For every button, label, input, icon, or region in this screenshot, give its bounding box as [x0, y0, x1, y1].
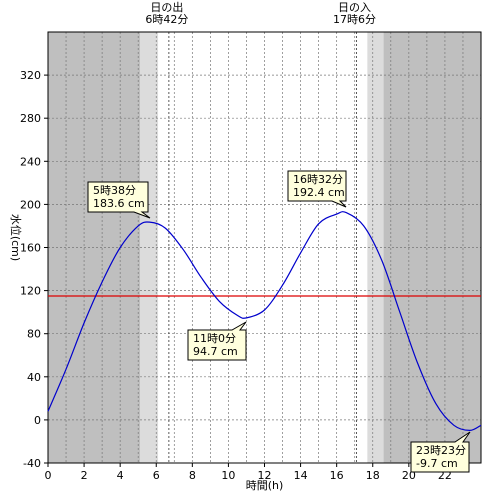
y-tick-label: -40	[23, 457, 41, 470]
sunrise-label: 日の出	[150, 0, 183, 14]
x-tick-label: 2	[81, 469, 88, 482]
callout-high-2: 16時32分 192.4 cm	[287, 170, 347, 208]
callout-value: 192.4 cm	[293, 186, 345, 199]
callout-value: -9.7 cm	[416, 457, 458, 470]
sun-labels: 日の出 6時42分 日の入 17時6分	[145, 0, 376, 26]
callout-low-2: 23時23分 -9.7 cm	[410, 431, 471, 473]
x-tick-label: 0	[45, 469, 52, 482]
callout-value: 183.6 cm	[93, 197, 145, 210]
callout-box	[187, 321, 247, 361]
callout-box	[87, 181, 151, 219]
extremum-callouts: 5時38分 183.6 cm 11時0分 94.7 cm 16時32分 192.…	[87, 170, 471, 473]
y-axis-label: 水位(cm)	[9, 214, 23, 261]
x-tick-label: 18	[366, 469, 380, 482]
y-tick-label: 320	[20, 69, 41, 82]
callout-box	[287, 170, 347, 208]
x-tick-label: 6	[153, 469, 160, 482]
y-tick-label: 120	[20, 285, 41, 298]
x-axis-label: 時間(h)	[246, 479, 284, 492]
x-tick-label: 10	[221, 469, 235, 482]
callout-time: 16時32分	[293, 173, 343, 186]
y-tick-label: 240	[20, 155, 41, 168]
sunrise-time: 6時42分	[145, 13, 188, 26]
callout-box	[410, 431, 471, 473]
sunset-label: 日の入	[338, 1, 371, 14]
y-tick-label: 80	[27, 328, 41, 341]
callout-high-1: 5時38分 183.6 cm	[87, 181, 151, 219]
callout-value: 94.7 cm	[193, 345, 238, 358]
y-tick-label: 0	[34, 414, 41, 427]
y-tick-label: 40	[27, 371, 41, 384]
x-tick-label: 8	[189, 469, 196, 482]
y-tick-label: 200	[20, 198, 41, 211]
y-tick-label: 280	[20, 112, 41, 125]
callout-low-1: 11時0分 94.7 cm	[187, 321, 247, 361]
callout-time: 11時0分	[193, 332, 236, 345]
x-tick-label: 4	[117, 469, 124, 482]
tide-line	[47, 211, 482, 432]
axis-ticks: 0 2 4 6 8 10 12 14 16 18 20 22-40040801201602002402…	[20, 69, 452, 482]
tide-series	[47, 211, 482, 432]
sunset-time: 17時6分	[333, 13, 376, 26]
y-tick-label: 160	[20, 242, 41, 255]
callout-time: 5時38分	[93, 184, 136, 197]
callout-time: 23時23分	[416, 444, 466, 457]
x-tick-label: 14	[294, 469, 308, 482]
x-tick-label: 16	[330, 469, 344, 482]
x-tick-label: 12	[258, 469, 272, 482]
